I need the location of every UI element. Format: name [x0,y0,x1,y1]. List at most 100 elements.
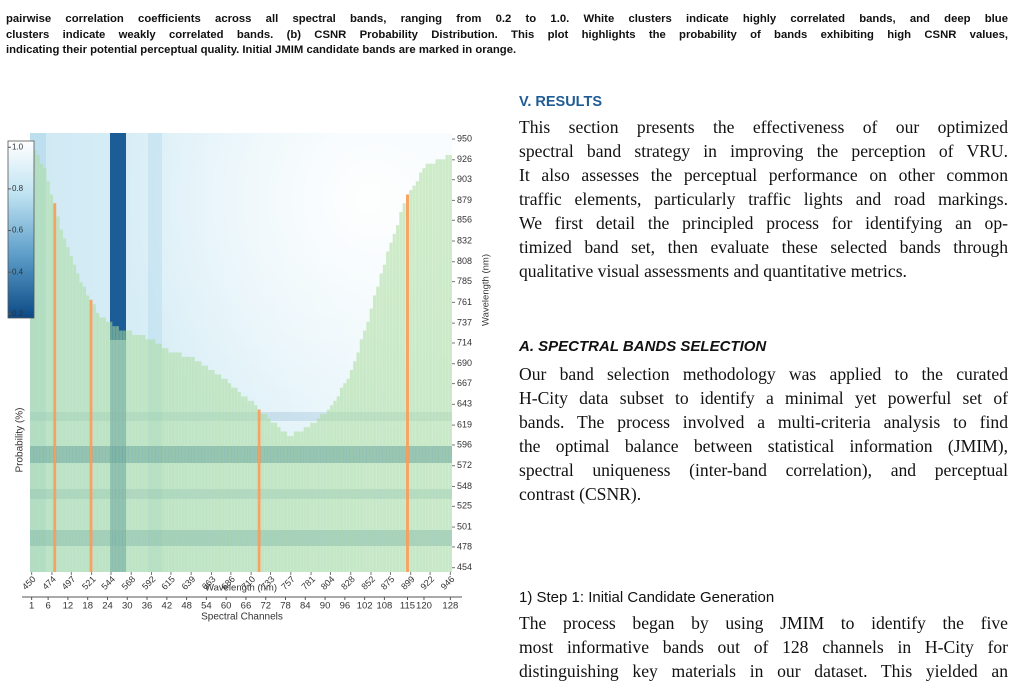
bar [135,334,139,572]
x-tick-label: 6 [45,601,50,612]
x-tick-label: 120 [416,601,432,612]
x-tick-label: 54 [201,601,212,612]
bar [336,396,340,572]
bar [168,352,172,572]
y2-tick-label: 596 [457,439,472,449]
text-line: The process began by using JMIM to ident… [519,613,1008,633]
bar [161,348,166,572]
x2-tick-label: 922 [418,574,436,592]
bar [148,339,152,572]
text-line: most informative bands out of 128 channe… [519,637,1008,657]
x-tick-label: 102 [357,601,373,612]
caption-line: pairwise correlation coefficients across… [6,13,1008,25]
bar [102,317,106,572]
colorbar-tick-label: 0.4 [12,267,24,276]
y2-tick-label: 903 [457,174,472,184]
highlight-bar [406,194,409,572]
y2-tick-label: 808 [457,256,472,266]
text-line: distinguishing key materials in our data… [519,661,1008,681]
bar [59,229,63,572]
bar [115,326,119,572]
y-axis-label: Probability (%) [15,407,26,472]
y2-tick-label: 525 [457,501,472,511]
bar [214,374,218,572]
x-tick-label: 128 [442,601,458,612]
colorbar-tick-label: 0.6 [12,226,24,235]
x-tick-label: 60 [221,601,232,612]
x2-tick-label: 497 [60,574,78,592]
bar [274,422,278,572]
bar [293,431,297,572]
text-line: spectral uniqueness (inter-band correlat… [519,460,1008,480]
bar [119,330,123,572]
bar [254,405,258,572]
bar [359,339,363,572]
bar [448,154,452,572]
step-paragraph: The process began by using JMIM to ident… [519,611,1008,683]
bar [66,247,70,572]
section-title: V. RESULTS [519,94,602,110]
x2-tick-label: 875 [379,574,397,592]
bar [36,154,40,572]
bar [349,370,354,572]
x-tick-label: 1 [29,601,34,612]
bar [290,435,294,572]
bar [204,365,208,572]
bar [372,295,377,572]
bar [303,427,307,572]
bar [429,163,433,573]
bar [138,334,143,572]
bar [142,334,146,572]
bar [333,400,337,572]
text-line: H-City data subset to identify a minimal… [519,388,1008,408]
bar [72,264,77,572]
y2-tick-label: 926 [457,154,472,164]
bar [270,422,274,572]
bar [79,282,83,572]
y2-tick-label: 454 [457,562,472,572]
y2-tick-label: 785 [457,276,472,286]
bar [181,356,185,572]
x-axis-label: Spectral Channels [201,612,283,623]
x2-axis-label: Wavelength (nm) [205,583,277,594]
bar [264,413,268,572]
bar [250,400,255,572]
bar [152,339,156,572]
bar [145,339,149,572]
x2-tick-label: 899 [399,574,417,592]
subsection-paragraph: Our band selection methodology was appli… [519,362,1008,506]
text-line: We first detail the principled process f… [519,213,1008,233]
x-tick-label: 48 [181,601,192,612]
x-tick-label: 66 [241,601,252,612]
y2-tick-label: 548 [457,481,472,491]
x-tick-label: 72 [260,601,271,612]
bar [234,387,238,572]
highlight-bar [53,203,57,573]
caption-line: indicating their potential perceptual qu… [6,44,517,56]
bar [132,334,136,572]
x2-tick-label: 804 [319,574,337,592]
highlight-bar [89,299,93,572]
bar [343,383,347,572]
bar [399,212,403,572]
x2-tick-label: 781 [299,574,317,592]
bar [310,422,314,572]
bar [415,181,419,573]
bar [56,216,60,572]
bar [69,255,73,573]
bar [330,405,334,572]
bar [432,163,436,573]
x-tick-label: 115 [400,601,415,612]
bar [155,343,159,572]
bar [33,150,37,572]
x-tick-label: 96 [340,601,351,612]
bar [82,286,86,572]
bar [419,172,423,572]
y2-tick-label: 832 [457,235,472,245]
bar [175,352,179,572]
bar [445,154,449,572]
bar [122,330,126,572]
y2-tick-label: 478 [457,541,472,551]
colorbar-tick-label: 1.0 [12,142,24,151]
